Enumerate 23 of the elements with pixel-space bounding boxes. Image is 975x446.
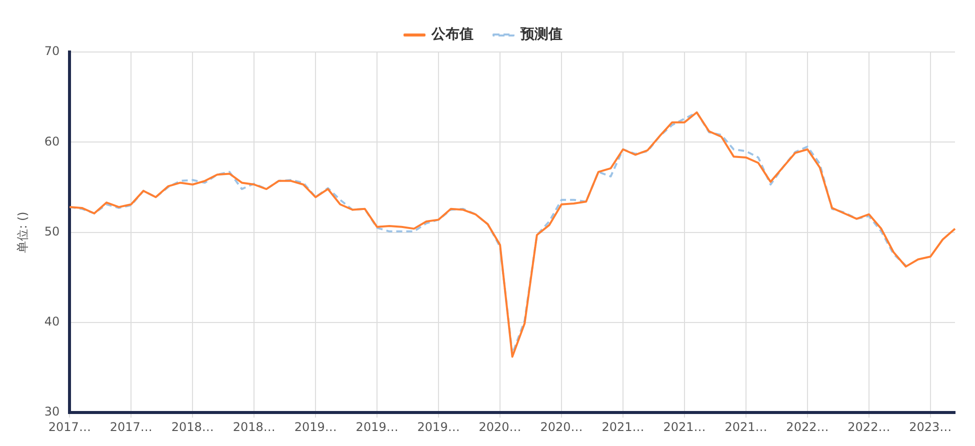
x-tick-label: 2017… — [48, 420, 91, 434]
x-tick-label: 2019… — [356, 420, 398, 434]
x-tick-label: 2023… — [909, 420, 952, 434]
x-tick-label: 2021… — [724, 420, 768, 434]
x-tick-label: 2021… — [663, 420, 706, 434]
y-tick-label: 70 — [44, 44, 60, 58]
y-tick-label: 30 — [44, 404, 60, 419]
x-tick-label: 2021… — [602, 420, 644, 434]
x-tick-label: 2019… — [417, 420, 460, 434]
x-tick-label: 2020… — [540, 420, 583, 434]
x-tick-label: 2017… — [110, 420, 152, 434]
x-tick-label: 2022… — [848, 420, 890, 434]
x-tick-label: 2019… — [294, 420, 337, 434]
y-tick-label: 50 — [44, 224, 60, 238]
x-tick-label: 2020… — [478, 420, 522, 434]
x-tick-label: 2018… — [232, 420, 276, 434]
y-tick-label: 60 — [44, 134, 60, 148]
legend-label: 公布值 — [430, 26, 474, 43]
x-tick-label: 2022… — [786, 420, 829, 434]
y-axis-title: 单位: () — [15, 212, 30, 253]
y-tick-label: 40 — [44, 314, 60, 329]
legend-label: 预测值 — [520, 26, 562, 43]
x-tick-label: 2018… — [171, 420, 214, 434]
